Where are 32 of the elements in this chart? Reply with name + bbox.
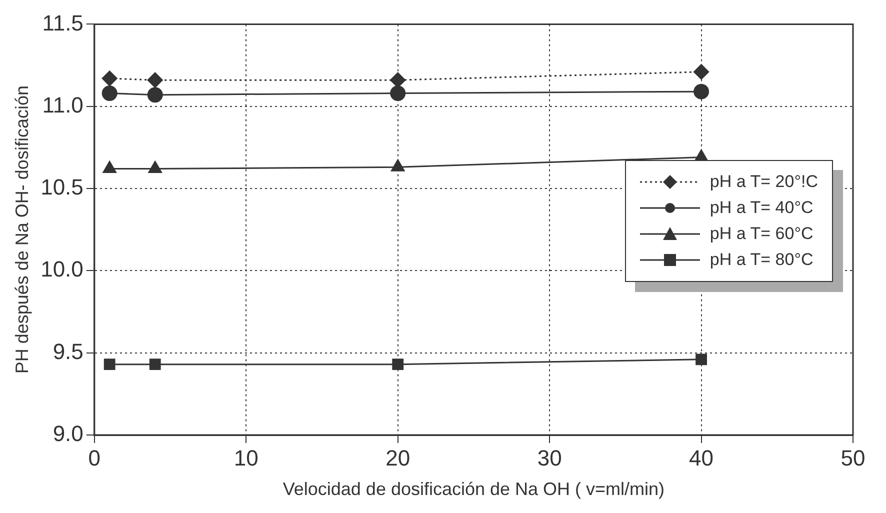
legend-label: pH a T= 80°C bbox=[710, 248, 814, 271]
point bbox=[102, 85, 118, 101]
y-tick-label: 10.5 bbox=[40, 174, 84, 200]
y-tick-label: 9.5 bbox=[52, 338, 84, 364]
legend-label: pH a T= 60°C bbox=[710, 222, 814, 245]
x-tick-label: 20 bbox=[386, 445, 410, 470]
point bbox=[149, 358, 161, 370]
point bbox=[148, 161, 162, 174]
point bbox=[104, 358, 116, 370]
x-tick-label: 0 bbox=[88, 445, 101, 470]
y-tick-label: 11.5 bbox=[42, 10, 84, 36]
legend-label: pH a T= 40°C bbox=[710, 196, 814, 219]
y-tick-label: 10.0 bbox=[40, 256, 84, 282]
x-tick-label: 10 bbox=[234, 445, 258, 470]
x-axis-title: Velocidad de dosificación de Na OH ( v=ml/min) bbox=[282, 479, 665, 500]
point bbox=[696, 354, 707, 366]
point bbox=[390, 72, 406, 88]
y-tick-label: 9.0 bbox=[52, 421, 84, 446]
point bbox=[102, 161, 116, 174]
point bbox=[102, 70, 118, 86]
point bbox=[694, 84, 710, 100]
point bbox=[392, 358, 404, 370]
point bbox=[147, 72, 163, 88]
point bbox=[147, 87, 163, 103]
y-axis-title: PH después de Na OH- dosificación bbox=[12, 86, 32, 374]
y-tick-label: 11.0 bbox=[42, 92, 84, 118]
point bbox=[694, 64, 710, 80]
legend-label: pH a T= 20°!C bbox=[710, 170, 818, 193]
x-tick-label: 40 bbox=[689, 445, 714, 470]
x-tick-label: 50 bbox=[840, 445, 866, 470]
point bbox=[390, 85, 406, 101]
x-tick-label: 30 bbox=[537, 445, 562, 470]
